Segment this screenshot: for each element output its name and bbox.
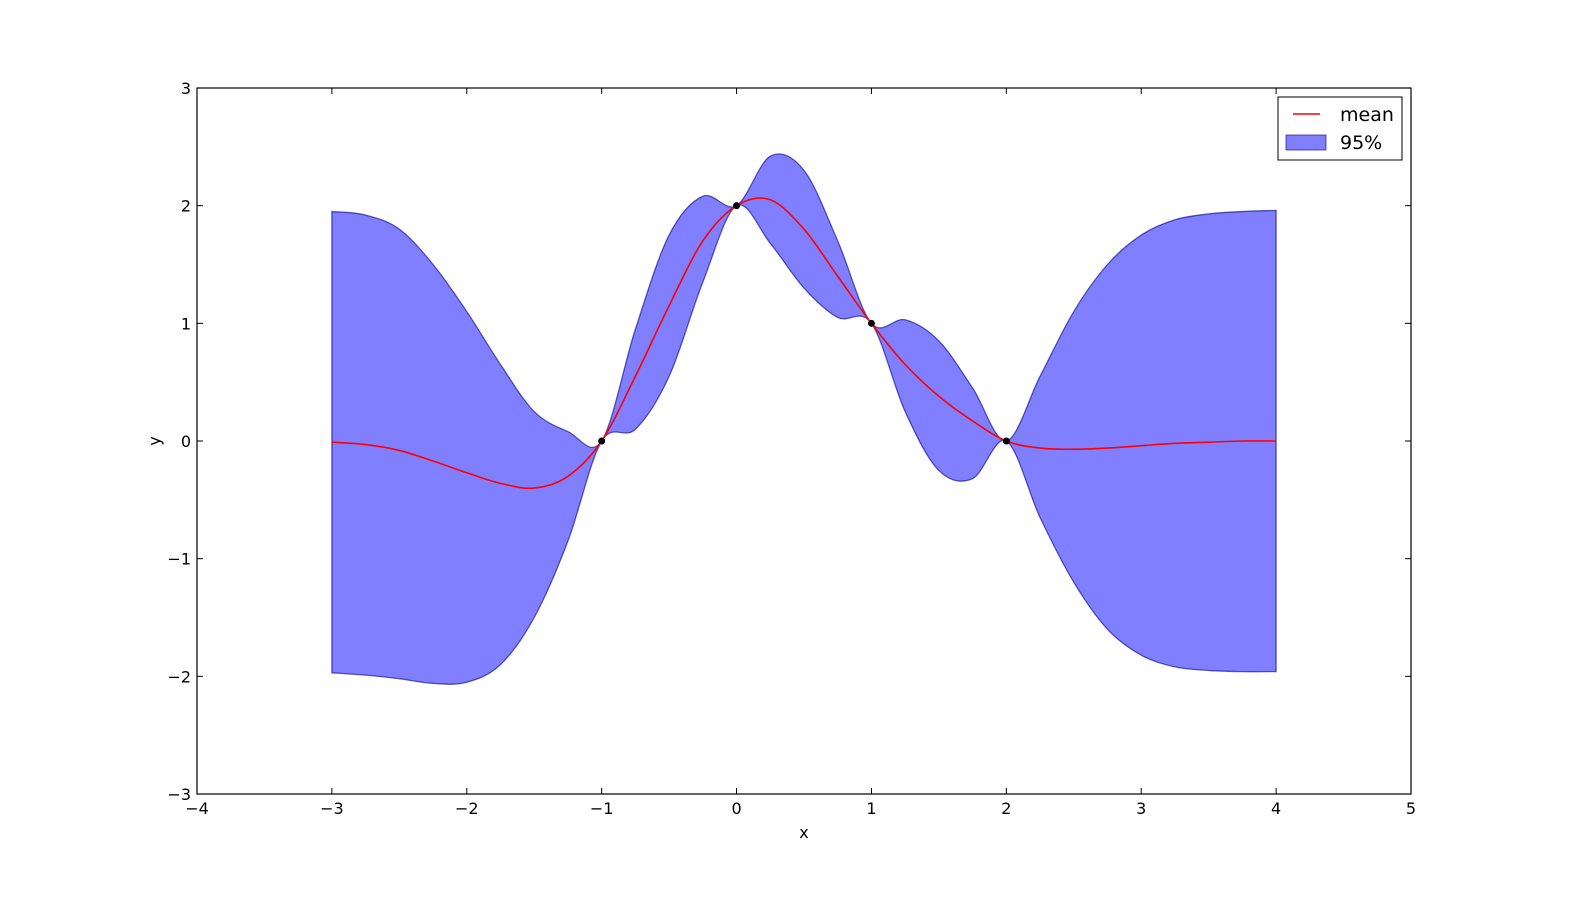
x-axis-label: x [799, 823, 808, 842]
confidence-band [331, 153, 1277, 685]
y-tick-label: 0 [181, 432, 191, 451]
y-tick-label: −3 [167, 785, 191, 804]
x-tick-label: 5 [1406, 799, 1416, 818]
x-tick-label: −2 [455, 799, 479, 818]
x-tick-label: 3 [1136, 799, 1146, 818]
observed-point [598, 437, 606, 445]
legend-label: mean [1340, 104, 1394, 126]
y-tick-label: 2 [181, 197, 191, 216]
legend: mean 95% [1277, 96, 1403, 161]
x-tick-label: −1 [590, 799, 614, 818]
x-tick-label: −4 [185, 799, 209, 818]
x-tick-label: 4 [1271, 799, 1281, 818]
y-tick-label: −2 [167, 667, 191, 686]
x-tick-label: 1 [866, 799, 876, 818]
y-tick-label: −1 [167, 550, 191, 569]
mean-line [331, 197, 1277, 490]
legend-label: 95% [1340, 132, 1382, 154]
observed-point [733, 202, 741, 210]
observed-point [867, 319, 875, 327]
x-tick-label: 2 [1001, 799, 1011, 818]
y-tick-label: 1 [181, 314, 191, 333]
y-axis-label: y [145, 436, 164, 445]
observed-point [1002, 437, 1010, 445]
legend-swatch [1285, 134, 1327, 151]
x-tick-label: −3 [320, 799, 344, 818]
y-tick-label: 3 [181, 79, 191, 98]
x-tick-label: 0 [731, 799, 741, 818]
